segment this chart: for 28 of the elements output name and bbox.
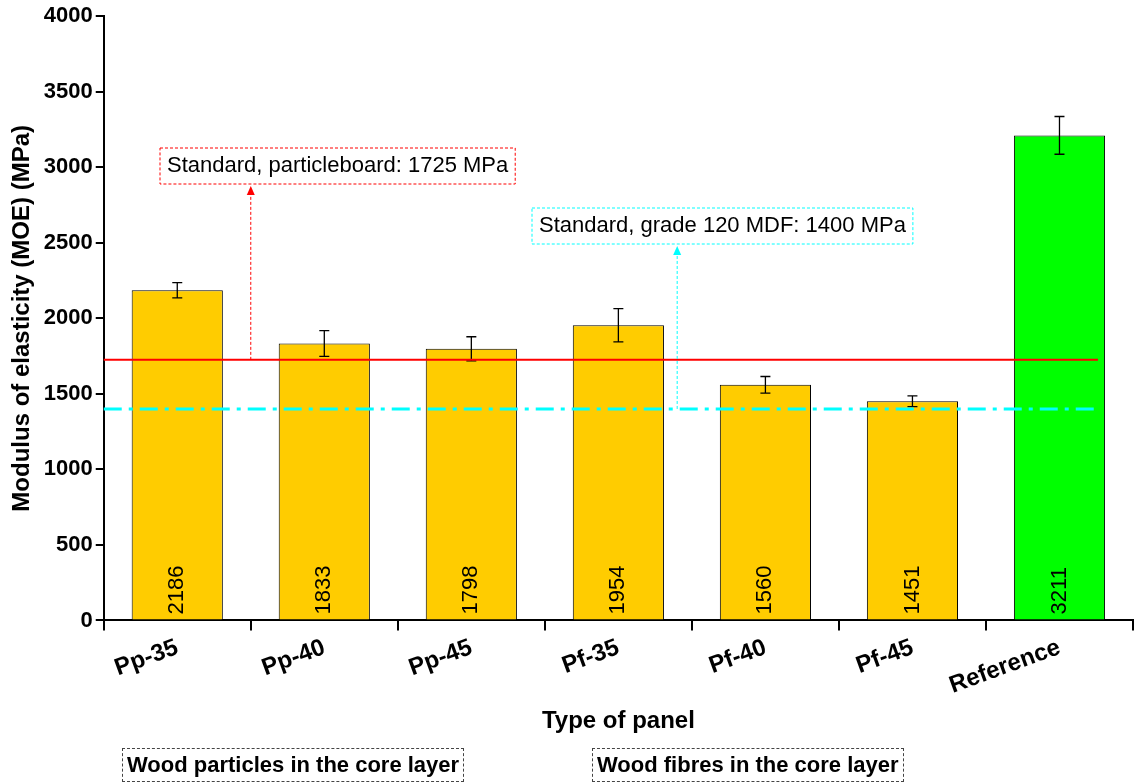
y-tick-label: 3500 bbox=[43, 77, 93, 103]
y-axis-title: Modulus of elasticity (MOE) (MPa) bbox=[7, 124, 35, 512]
data-label: 1954 bbox=[604, 565, 630, 615]
y-tick-label: 2500 bbox=[43, 228, 93, 254]
y-tick-label: 2000 bbox=[43, 304, 93, 330]
data-label: 2186 bbox=[163, 565, 189, 615]
x-tick-label: Pf-45 bbox=[852, 632, 917, 678]
x-tick-label: Pf-40 bbox=[705, 632, 770, 678]
text: Wood fibres in the core layer bbox=[592, 748, 904, 782]
x-tick-label: Pp-35 bbox=[110, 632, 182, 681]
data-label: 3211 bbox=[1045, 567, 1071, 615]
x-tick-label: Pp-45 bbox=[404, 632, 476, 681]
data-label: 1798 bbox=[457, 565, 483, 615]
x-axis-title: Type of panel bbox=[541, 706, 695, 734]
x-tick-label: Pf-35 bbox=[557, 632, 623, 678]
text: Wood particles in the core layer bbox=[122, 748, 465, 782]
x-tick-label: Pp-40 bbox=[257, 632, 329, 681]
y-tick-label: 500 bbox=[56, 530, 93, 556]
data-label: 1560 bbox=[751, 565, 777, 615]
data-label: 1451 bbox=[898, 565, 924, 615]
y-tick-label: 4000 bbox=[43, 2, 93, 28]
data-label: 1833 bbox=[310, 565, 336, 615]
y-tick-label: 0 bbox=[80, 606, 93, 632]
y-tick-label: 1000 bbox=[43, 455, 93, 481]
y-tick-label: 3000 bbox=[43, 153, 93, 179]
y-tick-label: 1500 bbox=[43, 379, 93, 405]
ref-line-label: Standard, particleboard: 1725 MPa bbox=[167, 152, 509, 178]
ref-line-label: Standard, grade 120 MDF: 1400 MPa bbox=[539, 212, 907, 238]
